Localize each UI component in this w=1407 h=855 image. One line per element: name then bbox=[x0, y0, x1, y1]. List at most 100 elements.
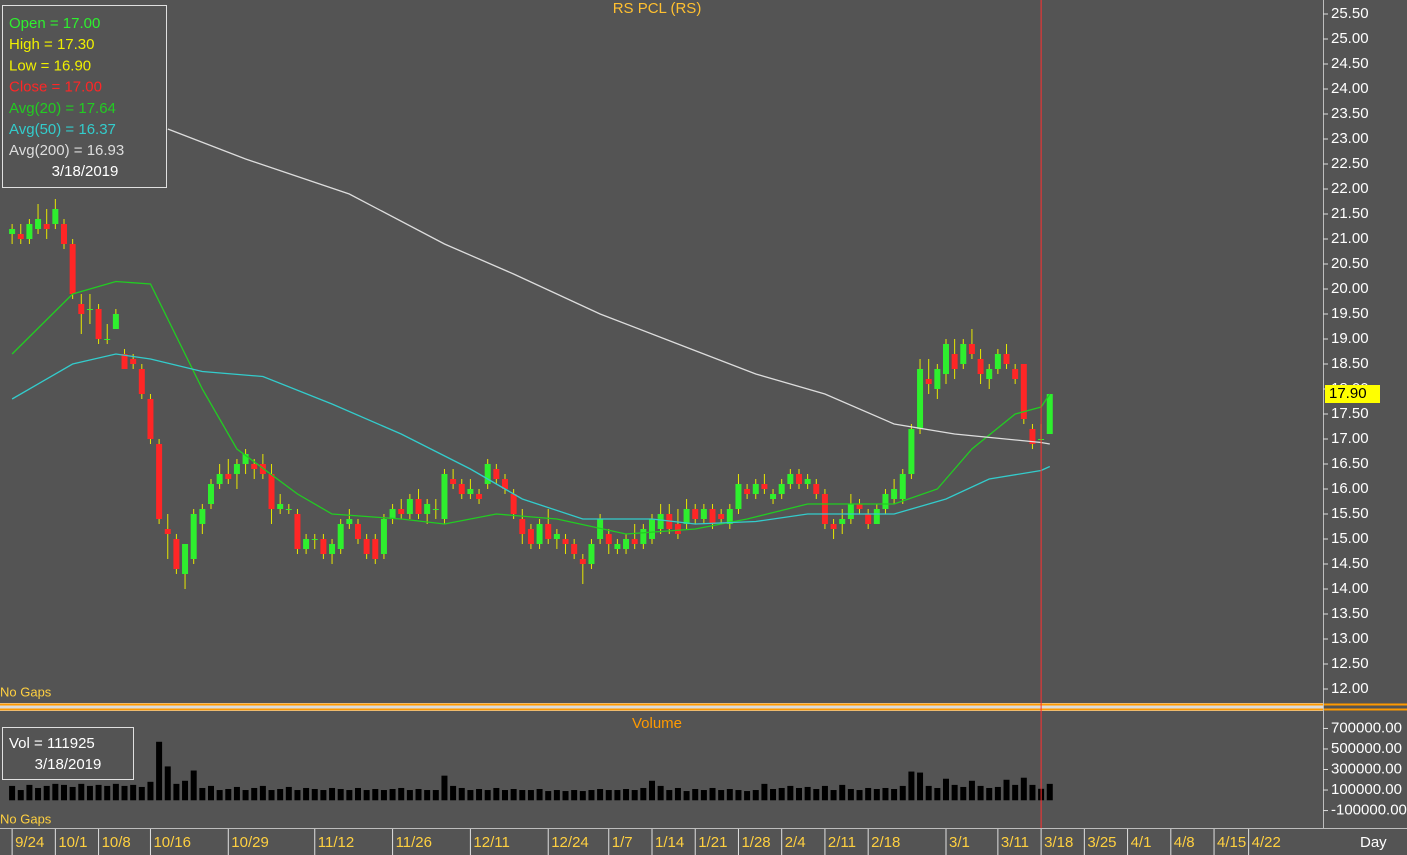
candle-body bbox=[207, 484, 214, 504]
candle-body bbox=[354, 524, 361, 539]
candle-body bbox=[718, 514, 725, 519]
candle-body bbox=[1012, 369, 1019, 379]
candle-body bbox=[623, 539, 630, 549]
volume-bar bbox=[545, 791, 552, 801]
candle-body bbox=[95, 309, 102, 339]
volume-bar bbox=[787, 785, 794, 801]
volume-bar bbox=[251, 787, 258, 801]
volume-bar bbox=[285, 786, 292, 801]
volume-bar bbox=[562, 791, 569, 801]
volume-bar bbox=[891, 789, 898, 801]
candle-body bbox=[536, 524, 543, 544]
candle-body bbox=[882, 494, 889, 509]
volume-bar bbox=[821, 785, 828, 801]
volume-bar bbox=[190, 770, 197, 801]
y-tick-label: 19.50 bbox=[1331, 305, 1369, 322]
volume-bar bbox=[579, 791, 586, 801]
candle-body bbox=[735, 484, 742, 509]
moving-average-line bbox=[11, 353, 1051, 525]
candle-body bbox=[372, 539, 379, 559]
volume-bar bbox=[476, 789, 483, 801]
candle-body bbox=[865, 514, 872, 524]
candle-body bbox=[493, 469, 500, 479]
volume-bar bbox=[934, 787, 941, 801]
candle-body bbox=[968, 344, 975, 354]
candle-body bbox=[277, 504, 284, 509]
candle-body bbox=[752, 484, 759, 494]
y-tick-label: 22.00 bbox=[1331, 180, 1369, 197]
x-tick-label: 11/12 bbox=[318, 834, 354, 851]
x-tick-label: 12/11 bbox=[473, 834, 509, 851]
y-tick-label: 12.50 bbox=[1331, 655, 1369, 672]
y-tick-label: 24.50 bbox=[1331, 55, 1369, 72]
volume-bar bbox=[744, 791, 751, 801]
volume-bar bbox=[104, 785, 111, 801]
volume-bar bbox=[95, 784, 102, 801]
volume-bar bbox=[60, 784, 67, 801]
candle-body bbox=[199, 509, 206, 524]
x-tick-label: 1/28 bbox=[741, 834, 770, 851]
candle-body bbox=[1020, 364, 1027, 419]
volume-bar bbox=[519, 790, 526, 801]
y-tick-label: 16.00 bbox=[1331, 480, 1369, 497]
candle-body bbox=[147, 399, 154, 439]
candle-body bbox=[190, 514, 197, 559]
y-tick-label: 700000.00 bbox=[1331, 719, 1402, 736]
volume-bar bbox=[86, 785, 93, 801]
candle-body bbox=[657, 514, 664, 529]
candle-body bbox=[571, 544, 578, 554]
candle-body bbox=[787, 474, 794, 484]
candle-body bbox=[770, 494, 777, 499]
candle-body bbox=[225, 474, 232, 479]
x-tick-label: 12/24 bbox=[551, 834, 589, 851]
volume-bar bbox=[553, 790, 560, 801]
candle-body bbox=[614, 544, 621, 549]
volume-bar bbox=[951, 784, 958, 801]
volume-bar bbox=[778, 787, 785, 801]
volume-bar bbox=[337, 789, 344, 801]
candle-body bbox=[458, 484, 465, 494]
volume-bar bbox=[718, 790, 725, 801]
volume-bar bbox=[623, 789, 630, 801]
candle-body bbox=[778, 484, 785, 494]
x-tick-label: 4/15 bbox=[1217, 834, 1246, 851]
volume-bar bbox=[268, 790, 275, 801]
volume-bar bbox=[493, 787, 500, 801]
date-label: 3/18/2019 bbox=[35, 756, 102, 773]
chart-title: RS PCL (RS) bbox=[613, 0, 702, 17]
x-tick-label: 4/1 bbox=[1131, 834, 1152, 851]
volume-bar bbox=[182, 780, 189, 801]
volume-bar bbox=[960, 786, 967, 801]
candle-body bbox=[519, 519, 526, 534]
moving-average-line bbox=[11, 280, 1051, 535]
candle-body bbox=[294, 514, 301, 549]
volume-bar bbox=[908, 771, 915, 801]
candle-body bbox=[830, 524, 837, 529]
volume-bar bbox=[640, 787, 647, 801]
candle-body bbox=[917, 369, 924, 429]
candle-body bbox=[138, 369, 145, 394]
y-tick-label: 100000.00 bbox=[1331, 781, 1402, 798]
candle-body bbox=[839, 519, 846, 524]
volume-bar bbox=[294, 790, 301, 801]
volume-bar bbox=[354, 787, 361, 801]
volume-bar bbox=[700, 790, 707, 801]
x-tick-label: 1/7 bbox=[612, 834, 633, 851]
volume-bar bbox=[35, 787, 42, 801]
candle-body bbox=[545, 524, 552, 539]
volume-bar bbox=[43, 785, 50, 801]
candle-body bbox=[35, 219, 42, 229]
x-tick-label: 2/11 bbox=[828, 834, 856, 851]
x-tick-label: 10/16 bbox=[153, 834, 191, 851]
volume-bar bbox=[804, 786, 811, 801]
volume-bar bbox=[1029, 784, 1036, 801]
candle-body bbox=[432, 509, 439, 510]
candle-body bbox=[579, 559, 586, 564]
volume-bar bbox=[450, 785, 457, 801]
candle-body bbox=[588, 544, 595, 564]
candle-body bbox=[960, 344, 967, 364]
volume-bar bbox=[173, 783, 180, 801]
candle-body bbox=[380, 519, 387, 554]
